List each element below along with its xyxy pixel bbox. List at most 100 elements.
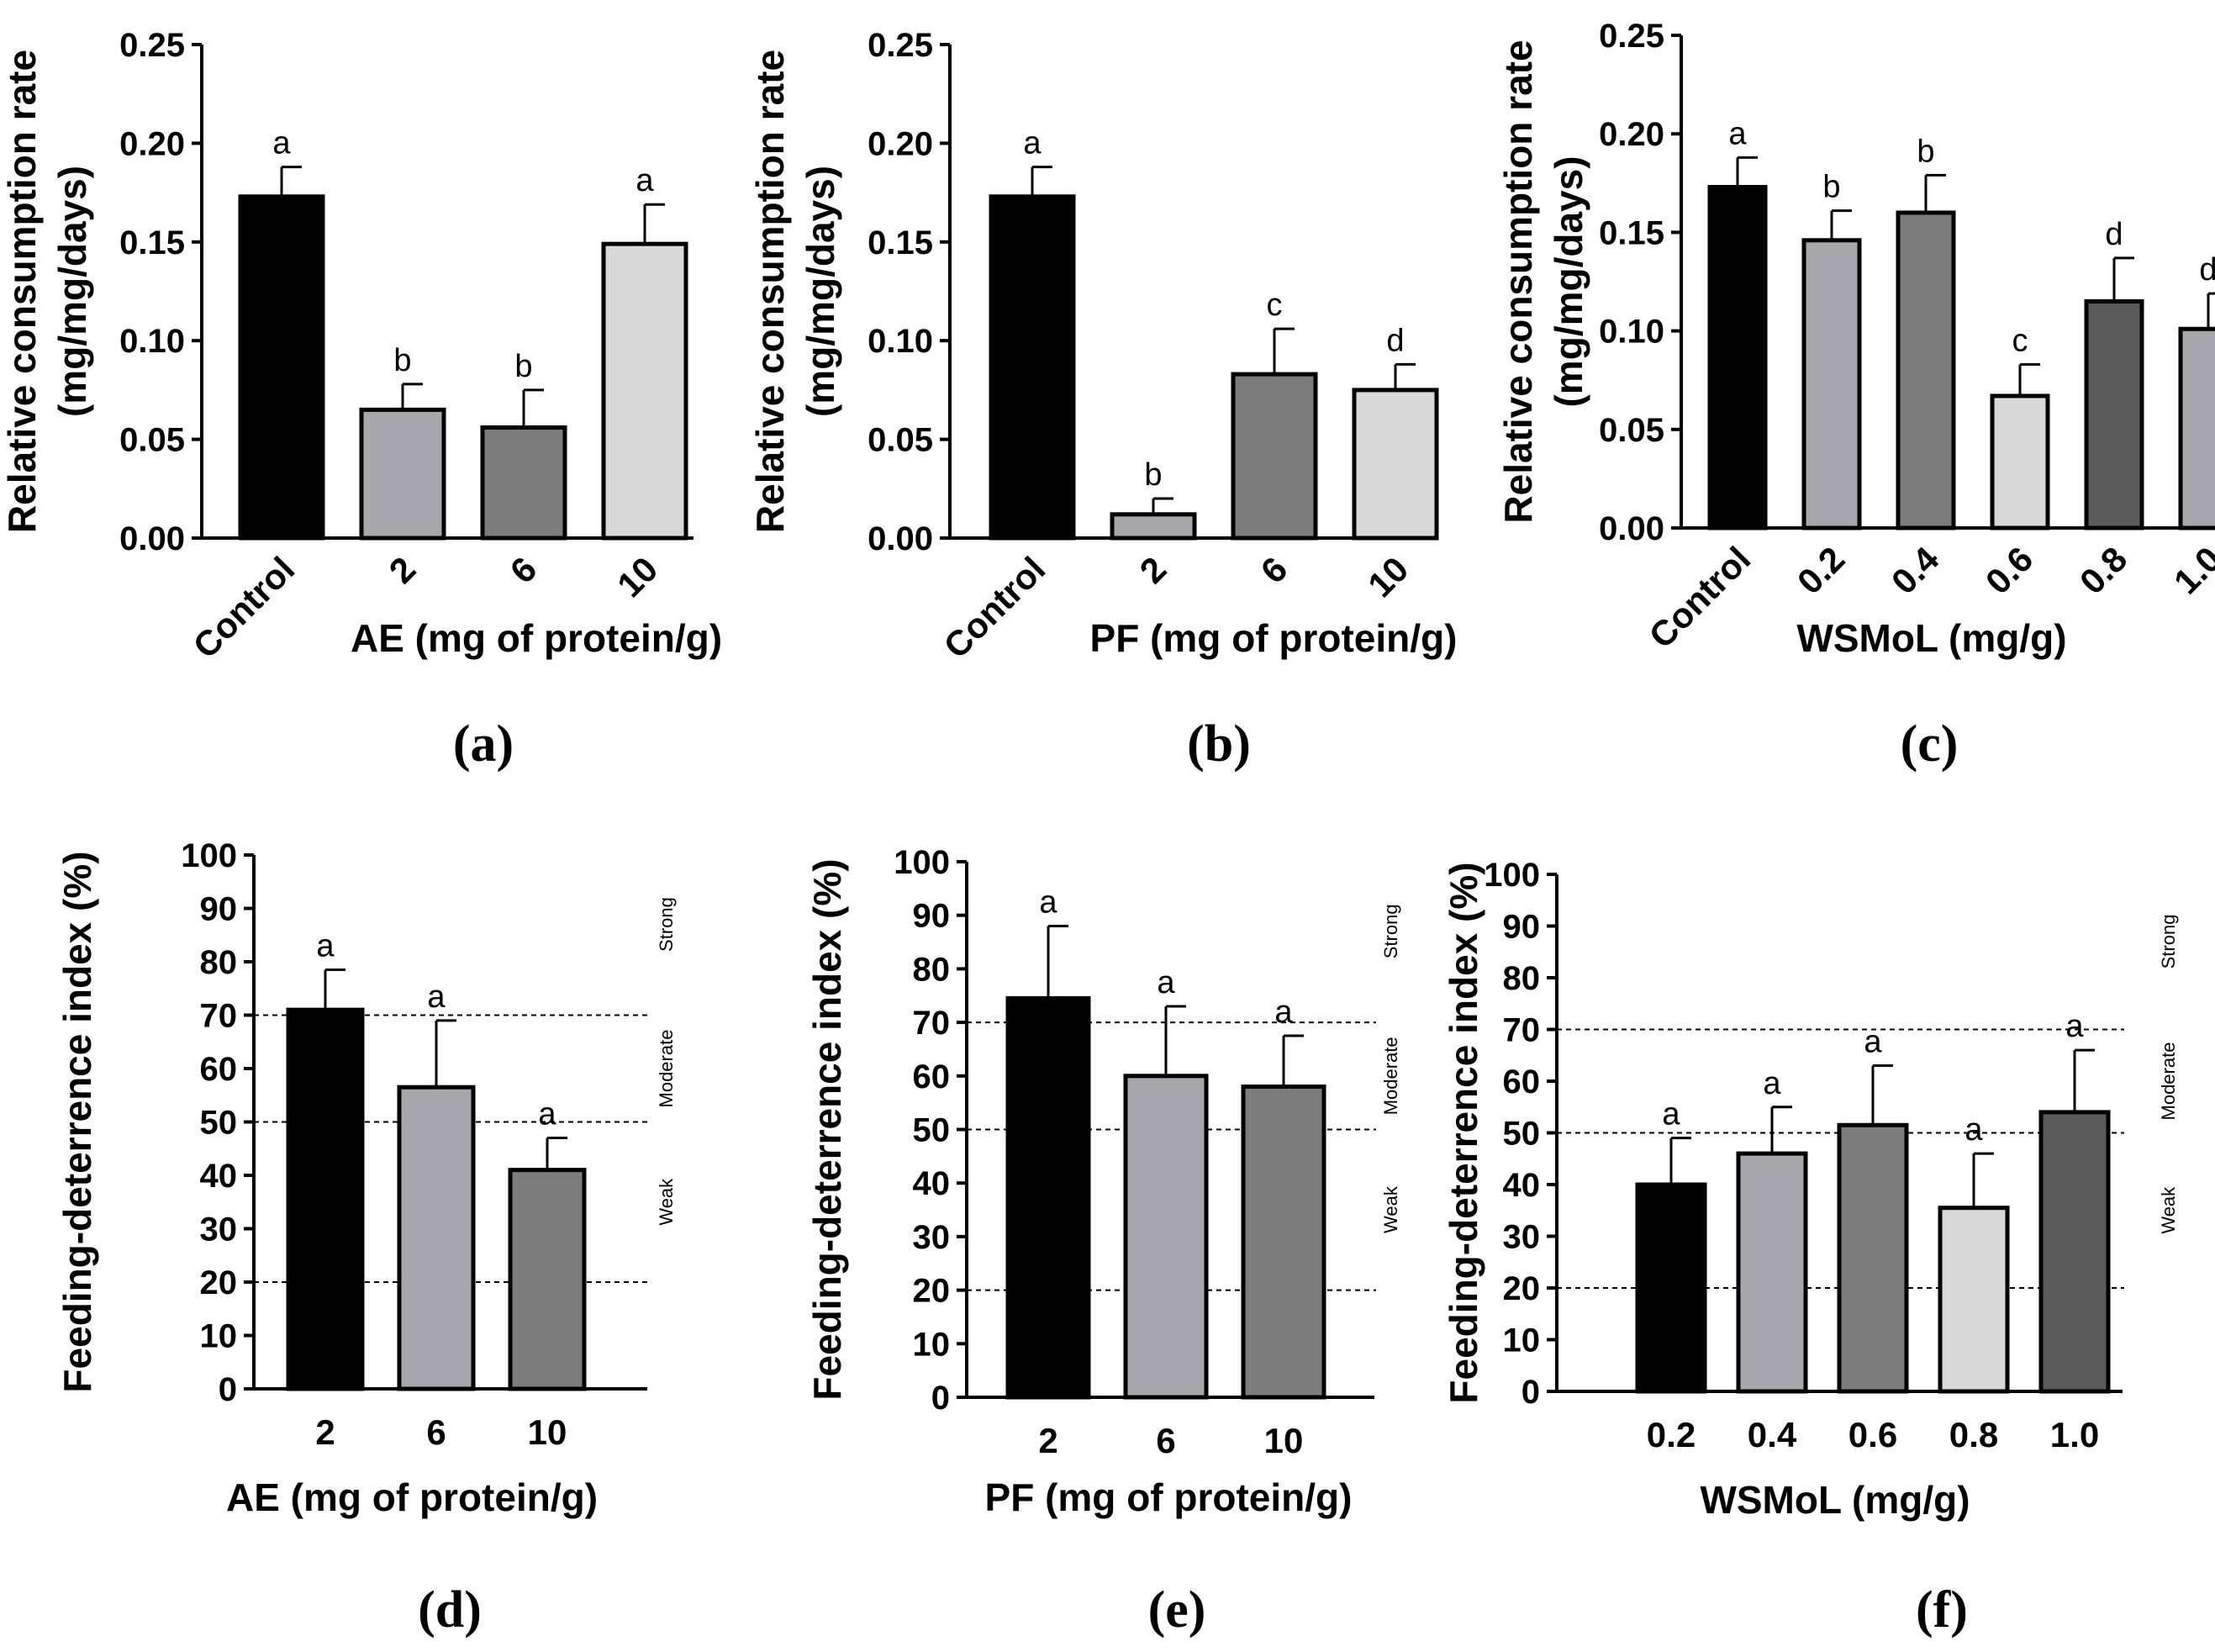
bar: [1352, 388, 1439, 541]
bar: [989, 194, 1076, 541]
bar: [1837, 1122, 1909, 1394]
significance-letter: c: [1267, 288, 1283, 323]
y-tick-label: 0.05: [1599, 412, 1664, 449]
y-tick-label: 80: [913, 951, 951, 988]
chart-panel-b: a Control b 2 c 6 d 10 0.00 0.05 0.10 0.15 0.20 0.25 R…: [748, 27, 1457, 773]
y-tick-label: 0.05: [119, 422, 185, 459]
significance-letter: c: [2012, 323, 2028, 358]
bar: [1736, 1151, 1808, 1394]
x-axis-title: PF (mg of protein/g): [1090, 616, 1458, 660]
y-tick-label: 10: [200, 1318, 238, 1355]
y-tick-label: 0.00: [1599, 510, 1664, 547]
bar: [1896, 210, 1956, 530]
chart-panel-a: a Control b 2 b 6 a 10 0.00 0.05 0.10 0.15 0.20 0.25 R…: [0, 27, 722, 773]
significance-letter: b: [393, 343, 411, 378]
y-tick-label: 20: [1503, 1270, 1541, 1307]
y-tick-label: 60: [913, 1058, 951, 1095]
x-axis-title: AE (mg of protein/g): [226, 1475, 598, 1519]
chart-panel-c: a Control b 0.2 b 0.4 c 0.6 d 0.8 d 1.0 0.00 0.05 0.10…: [1496, 18, 2215, 773]
y-tick-label: 90: [200, 891, 238, 928]
y-tick-label: 0.10: [1599, 314, 1664, 351]
y-axis-title: Relative consumption rate: [748, 50, 792, 533]
bar: [1707, 184, 1768, 530]
bar: [1110, 512, 1197, 541]
panel-label: (d): [418, 1581, 482, 1639]
y-tick-label: 50: [913, 1112, 951, 1149]
y-axis-title: Feeding-deterrence index (%): [805, 858, 849, 1400]
y-tick-label: 100: [1484, 857, 1540, 894]
y-tick-label: 30: [1503, 1219, 1541, 1256]
y-tick-label: 70: [913, 1005, 951, 1042]
bar: [1231, 372, 1318, 541]
y-tick-label: 90: [1503, 909, 1541, 946]
y-tick-label: 40: [1503, 1167, 1541, 1204]
category-label: 1.0: [2166, 539, 2215, 602]
y-tick-label: 100: [181, 837, 237, 874]
bar: [508, 1168, 587, 1391]
bar: [1938, 1206, 2010, 1394]
y-tick-label: 0.00: [868, 520, 933, 557]
bar: [1241, 1085, 1326, 1400]
panel-label: (c): [1901, 715, 1959, 773]
bar: [2038, 1110, 2111, 1394]
category-label: Control: [1642, 539, 1759, 656]
y-axis-title: Feeding-deterrence index (%): [55, 851, 99, 1392]
y-tick-label: 0.00: [119, 520, 185, 557]
y-axis-title: Feeding-deterrence index (%): [1442, 862, 1485, 1403]
panel-label: (a): [453, 715, 514, 773]
y-tick-label: 10: [1503, 1322, 1541, 1359]
category-label: Control: [186, 549, 303, 666]
band-label-strong: Strong: [2158, 915, 2179, 969]
significance-letter: b: [1917, 134, 1934, 169]
band-label-moderate: Moderate: [1380, 1037, 1401, 1115]
significance-letter: b: [514, 349, 532, 384]
y-tick-label: 0.20: [119, 125, 185, 162]
significance-letter: a: [538, 1097, 556, 1132]
y-tick-label: 0.20: [868, 125, 933, 162]
significance-letter: b: [1822, 170, 1840, 205]
category-label: 1.0: [2050, 1415, 2099, 1454]
y-tick-label: 0: [931, 1380, 950, 1417]
category-label: 2: [315, 1412, 335, 1452]
y-tick-label: 70: [1503, 1012, 1541, 1049]
x-axis-title: WSMoL (mg/g): [1700, 1478, 1970, 1522]
band-label-strong: Strong: [1380, 904, 1401, 958]
x-axis-title: WSMoL (mg/g): [1796, 616, 2066, 660]
category-label: 10: [1360, 549, 1416, 604]
band-label-moderate: Moderate: [656, 1030, 677, 1108]
category-label: 6: [426, 1412, 446, 1452]
y-tick-label: 50: [200, 1105, 238, 1142]
y-tick-label: 0: [219, 1371, 237, 1408]
category-label: 0.4: [1748, 1415, 1797, 1454]
y-tick-label: 40: [913, 1165, 951, 1202]
category-label: 0.2: [1790, 539, 1853, 602]
y-tick-label: 30: [913, 1219, 951, 1256]
bar: [2178, 326, 2215, 530]
y-tick-label: 0.05: [868, 422, 933, 459]
y-tick-label: 80: [1503, 960, 1541, 997]
significance-letter: a: [1763, 1066, 1781, 1101]
significance-letter: a: [272, 126, 291, 161]
category-label: 2: [382, 549, 424, 591]
significance-letter: a: [1157, 965, 1175, 1000]
significance-letter: a: [1662, 1097, 1680, 1132]
bar: [238, 194, 325, 541]
y-tick-label: 100: [894, 844, 950, 881]
y-tick-label: 60: [200, 1051, 238, 1088]
x-axis-title: PF (mg of protein/g): [985, 1475, 1353, 1519]
category-label: Control: [936, 549, 1053, 666]
y-tick-label: 60: [1503, 1064, 1541, 1100]
significance-letter: a: [1039, 884, 1057, 920]
category-label: 0.6: [1848, 1415, 1897, 1454]
category-label: 6: [503, 549, 545, 591]
significance-letter: b: [1144, 457, 1162, 493]
bar: [601, 241, 688, 541]
band-label-weak: Weak: [656, 1178, 677, 1226]
y-tick-label: 10: [913, 1326, 951, 1363]
significance-letter: a: [1964, 1112, 1983, 1148]
y-tick-label: 50: [1503, 1116, 1541, 1153]
category-label: 10: [528, 1412, 567, 1452]
bar: [1005, 995, 1091, 1400]
category-label: 2: [1132, 549, 1174, 591]
